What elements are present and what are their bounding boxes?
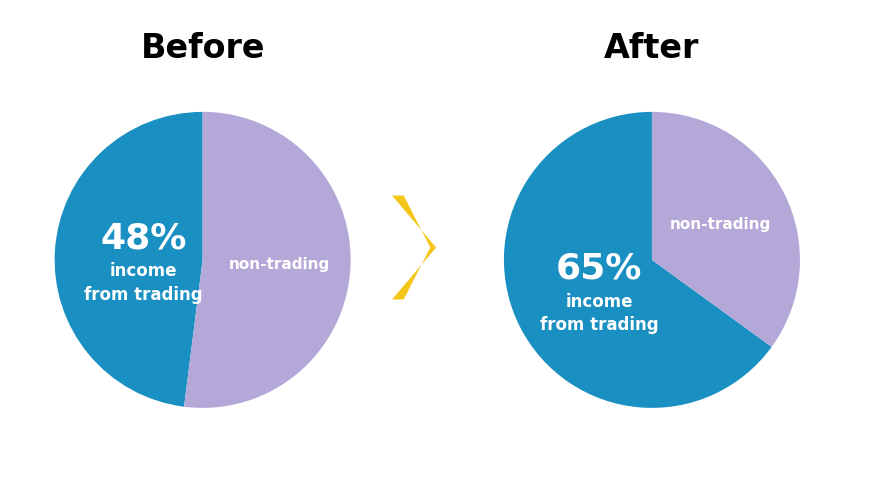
Title: Before: Before xyxy=(140,32,265,65)
Text: income
from trading: income from trading xyxy=(85,262,203,303)
Polygon shape xyxy=(392,196,436,299)
Text: 48%: 48% xyxy=(100,221,187,255)
Wedge shape xyxy=(55,112,203,407)
Wedge shape xyxy=(504,112,772,408)
Text: 65%: 65% xyxy=(556,252,642,286)
Title: After: After xyxy=(604,32,700,65)
Wedge shape xyxy=(652,112,800,347)
Text: income
from trading: income from trading xyxy=(540,293,658,334)
Text: non-trading: non-trading xyxy=(229,257,330,272)
Text: non-trading: non-trading xyxy=(670,217,771,233)
Wedge shape xyxy=(184,112,351,408)
